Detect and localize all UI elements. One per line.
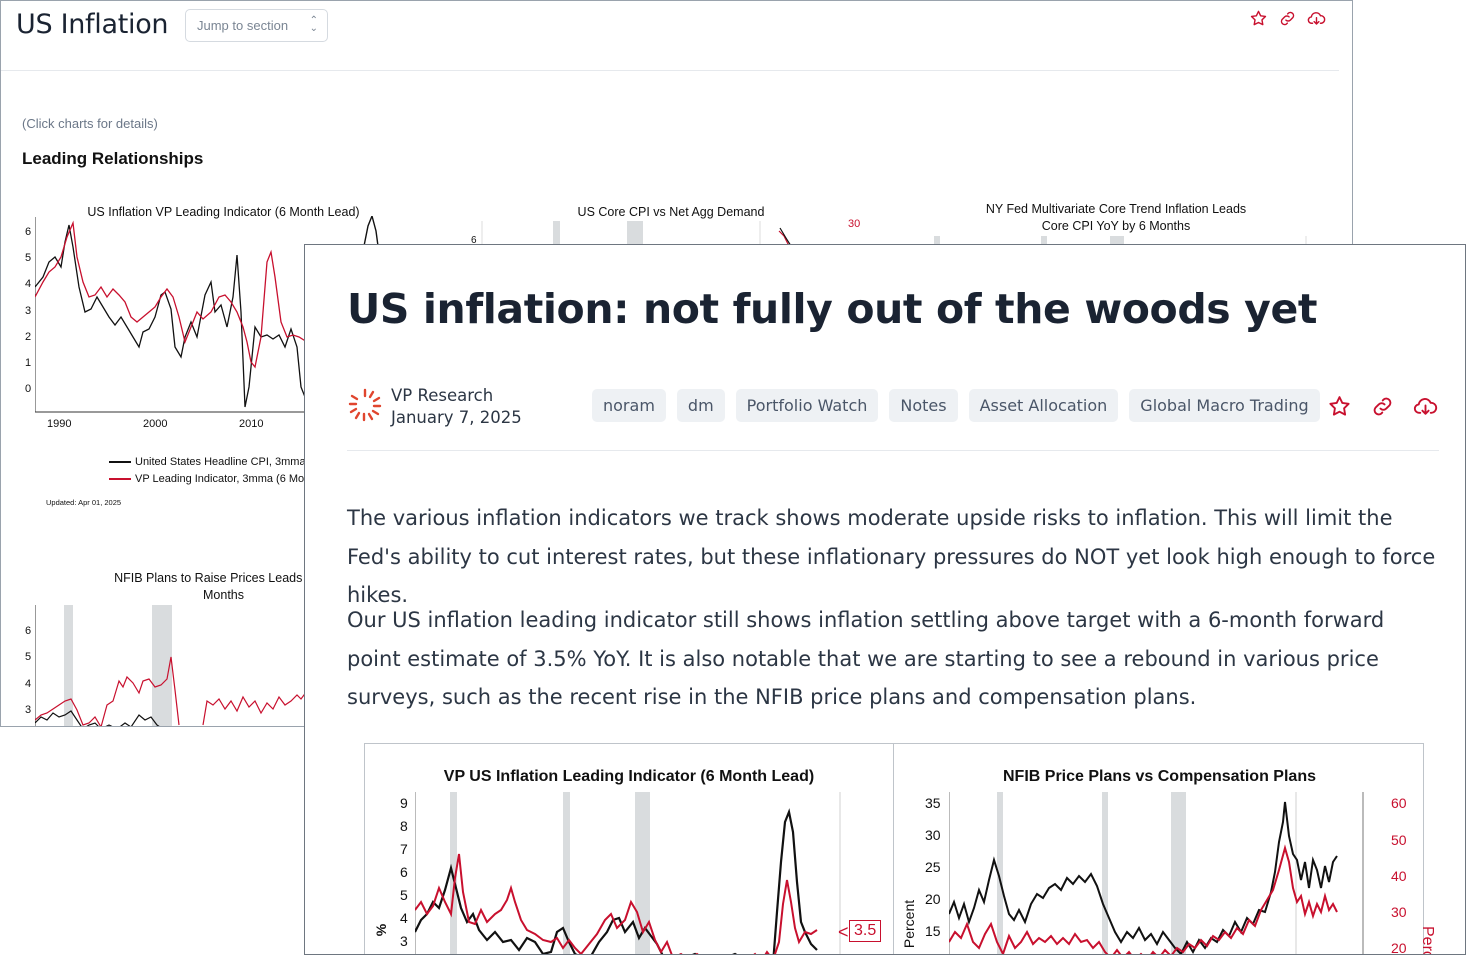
callout-pointer-icon: < — [838, 922, 849, 942]
cloud-download-icon[interactable] — [1413, 394, 1438, 419]
figure-right-plot — [949, 792, 1364, 954]
link-icon[interactable] — [1278, 9, 1297, 28]
tag-list: noram dm Portfolio Watch Notes Asset All… — [592, 389, 1320, 422]
figure-left-ylabel: % — [373, 923, 390, 937]
back-toolbar — [1249, 9, 1326, 28]
tag-portfolio-watch[interactable]: Portfolio Watch — [735, 389, 879, 422]
figure-right-rlabel: Percen — [1419, 926, 1436, 955]
chart1-legend-item: United States Headline CPI, 3mma — [109, 456, 306, 468]
chart2-plot[interactable] — [356, 216, 796, 246]
figure-right-rtick: 20 — [1391, 940, 1407, 955]
chart1-ytick: 5 — [25, 252, 32, 264]
chart4-title-line2: Months — [203, 588, 244, 602]
chart2-rtick: 30 — [848, 218, 861, 230]
publish-date: January 7, 2025 — [391, 408, 522, 427]
figure-right-title: NFIB Price Plans vs Compensation Plans — [1003, 768, 1316, 785]
chart3-title-line2: Core CPI YoY by 6 Months — [1041, 219, 1191, 233]
figure-right-ytick: 20 — [925, 891, 941, 907]
article-paragraph: The various inflation indicators we trac… — [347, 506, 1436, 607]
tag-noram[interactable]: noram — [592, 389, 666, 422]
vp-research-logo-icon — [348, 388, 382, 422]
figure-right-rtick: 60 — [1391, 795, 1407, 811]
tag-dm[interactable]: dm — [676, 389, 725, 422]
figure-right-rtick: 30 — [1391, 904, 1407, 920]
chart1-xtick: 2010 — [239, 418, 264, 430]
figure-left-ytick: 7 — [400, 841, 408, 857]
chart1-ytick: 4 — [25, 278, 32, 290]
chart3-title-line1: NY Fed Multivariate Core Trend Inflation… — [985, 202, 1247, 216]
chart4-ytick: 4 — [25, 678, 32, 690]
click-hint: (Click charts for details) — [22, 116, 158, 131]
star-icon[interactable] — [1249, 9, 1268, 28]
header-divider — [1, 70, 1339, 71]
chart1-xtick: 1990 — [47, 418, 72, 430]
figure-left-ytick: 4 — [400, 910, 408, 926]
article-figure[interactable]: VP US Inflation Leading Indicator (6 Mon… — [364, 743, 1436, 955]
article-modal: US inflation: not fully out of the woods… — [304, 244, 1466, 955]
figure-left-ytick: 8 — [400, 818, 408, 834]
chart4-title-line1: NFIB Plans to Raise Prices Leads Core — [114, 571, 333, 585]
tag-notes[interactable]: Notes — [889, 389, 958, 422]
cloud-download-icon[interactable] — [1307, 9, 1326, 28]
chart1-ytick: 1 — [25, 357, 32, 369]
chart1-updated: Updated: Apr 01, 2025 — [46, 498, 122, 507]
star-icon[interactable] — [1327, 394, 1352, 419]
figure-left-ytick: 9 — [400, 795, 408, 811]
chart4-plot[interactable] — [35, 605, 307, 727]
tag-asset-allocation[interactable]: Asset Allocation — [968, 389, 1119, 422]
chevron-up-down-icon: ⌃ ⌄ — [309, 15, 318, 34]
jump-to-section-select[interactable]: Jump to section ⌃ ⌄ — [185, 9, 328, 42]
chart1-title: US Inflation VP Leading Indicator (6 Mon… — [87, 205, 360, 219]
article-toolbar — [1327, 394, 1438, 419]
figure-left-callout: 3.5 — [849, 920, 882, 942]
page-title: US Inflation — [16, 9, 169, 40]
article-title: US inflation: not fully out of the woods… — [347, 285, 1318, 333]
chart4-ytick: 6 — [25, 625, 32, 637]
figure-right-rtick: 40 — [1391, 868, 1407, 884]
figure-left-ytick: 6 — [400, 864, 408, 880]
chart1-ytick: 0 — [25, 383, 32, 395]
author-name[interactable]: VP Research — [391, 386, 494, 405]
chart1-ytick: 3 — [25, 305, 32, 317]
tag-global-macro-trading[interactable]: Global Macro Trading — [1129, 389, 1320, 422]
chart1-plot[interactable] — [35, 217, 307, 413]
figure-left-title: VP US Inflation Leading Indicator (6 Mon… — [443, 768, 815, 785]
chart1-xtick: 2000 — [143, 418, 168, 430]
chart1-ytick: 2 — [25, 331, 32, 343]
figure-divider — [893, 744, 894, 954]
chart1-legend-item: VP Leading Indicator, 3mma (6 Mor — [109, 473, 308, 485]
chart2-ytick: 6 — [471, 235, 477, 246]
section-heading: Leading Relationships — [22, 149, 204, 168]
link-icon[interactable] — [1370, 394, 1395, 419]
chart4-ytick: 3 — [25, 704, 32, 716]
figure-right-ytick: 35 — [925, 795, 941, 811]
chart2-title: US Core CPI vs Net Agg Demand — [577, 205, 765, 219]
figure-right-rtick: 50 — [1391, 832, 1407, 848]
article-paragraph: Our US inflation leading indicator still… — [347, 608, 1385, 709]
figure-left-ytick: 5 — [400, 887, 408, 903]
chart4-ytick: 5 — [25, 651, 32, 663]
header-divider — [347, 450, 1439, 451]
figure-left-plot — [415, 792, 841, 954]
figure-right-ytick: 30 — [925, 827, 941, 843]
jump-to-section-label: Jump to section — [197, 18, 289, 33]
figure-left-ytick: 3 — [400, 933, 408, 949]
chart1-ytick: 6 — [25, 226, 32, 238]
figure-right-ytick: 15 — [925, 923, 941, 939]
figure-right-ylabel: Percent — [901, 899, 918, 949]
figure-right-ytick: 25 — [925, 859, 941, 875]
